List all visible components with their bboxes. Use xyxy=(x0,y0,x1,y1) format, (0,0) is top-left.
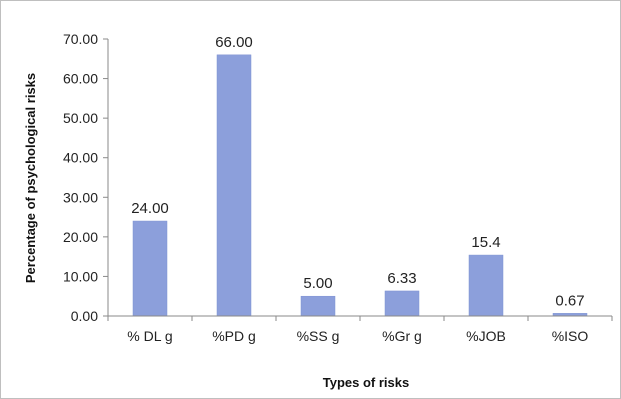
y-axis-title: Percentage of psychological risks xyxy=(23,73,38,283)
y-tick-label: 60.00 xyxy=(63,71,98,87)
x-tick-label: %Gr g xyxy=(382,328,422,344)
y-tick-label: 30.00 xyxy=(63,189,98,205)
bar-value-label: 6.33 xyxy=(387,270,416,287)
x-tick-label: %PD g xyxy=(212,328,256,344)
bar xyxy=(300,295,336,317)
y-tick-label: 40.00 xyxy=(63,150,98,166)
bar-value-label: 15.4 xyxy=(471,234,500,251)
y-tick-label: 70.00 xyxy=(63,31,98,47)
bar-value-label: 5.00 xyxy=(303,275,332,292)
bar xyxy=(384,290,420,317)
x-axis-title: Types of risks xyxy=(323,375,409,390)
x-tick-label: %SS g xyxy=(297,328,340,344)
x-tick-label: %JOB xyxy=(466,328,506,344)
y-tick-label: 20.00 xyxy=(63,229,98,245)
y-axis-ticks: 0.00 10.00 20.00 30.00 40.00 50.00 60.00 70.00 xyxy=(63,31,108,324)
bar xyxy=(468,254,504,317)
x-tick-label: %ISO xyxy=(552,328,589,344)
bar xyxy=(132,220,168,317)
bars xyxy=(132,54,588,317)
bar-value-label: 0.67 xyxy=(555,292,584,309)
bar-value-label: 24.00 xyxy=(131,200,169,217)
y-tick-label: 10.00 xyxy=(63,268,98,284)
y-tick-label: 0.00 xyxy=(71,308,98,324)
y-tick-label: 50.00 xyxy=(63,110,98,126)
bar xyxy=(216,54,252,317)
bar-value-label: 66.00 xyxy=(215,34,253,51)
x-tick-label: % DL g xyxy=(127,328,172,344)
data-labels: 24.00 66.00 5.00 6.33 15.4 0.67 xyxy=(131,34,584,310)
x-axis-ticks: % DL g %PD g %SS g %Gr g %JOB %ISO xyxy=(107,316,613,344)
